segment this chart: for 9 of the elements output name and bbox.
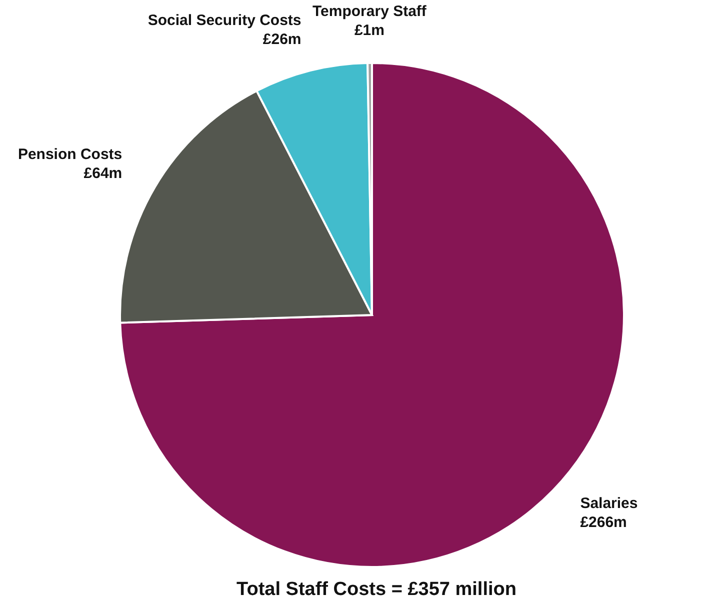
data-label: £266m xyxy=(580,514,627,531)
data-label: £26m xyxy=(262,30,302,48)
slice-label: Social Security Costs xyxy=(148,12,302,29)
slice-label: Salaries xyxy=(580,494,638,512)
slice-label: Pension Costs xyxy=(18,146,122,163)
slice-label: Temporary Staff xyxy=(312,3,428,20)
data-label: £64m xyxy=(84,164,122,182)
text: Total Staff Costs = £357 million xyxy=(236,579,516,600)
data-label: £1m xyxy=(354,22,384,40)
